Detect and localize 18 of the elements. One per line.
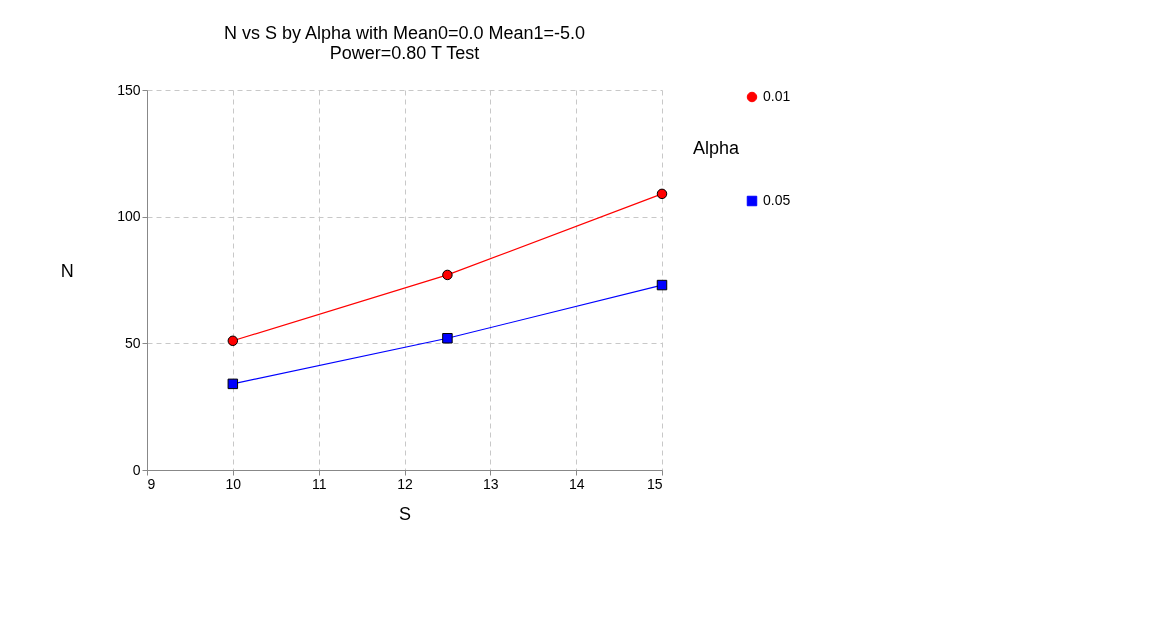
y-axis-title: N	[60, 260, 74, 281]
x-tick-label: 13	[483, 475, 499, 492]
chart-title: N vs S by Alpha with Mean0=0.0 Mean1=-5.0	[223, 23, 586, 43]
x-tick-label: 15	[646, 475, 663, 492]
x-axis-title: S	[398, 503, 412, 524]
x-tick-label: 12	[397, 475, 413, 492]
y-tick-label: 0	[132, 461, 141, 478]
y-tick-label: 50	[124, 334, 141, 351]
legend-label: 0.05	[763, 192, 791, 208]
x-tick-label: 9	[147, 475, 156, 492]
chart-subtitle: Power=0.80 T Test	[329, 43, 480, 63]
y-tick-label: 150	[117, 81, 141, 98]
x-tick-label: 10	[225, 475, 242, 492]
legend-title: Alpha	[693, 138, 741, 158]
x-tick-label: 14	[568, 475, 585, 492]
x-tick-label: 11	[311, 475, 327, 492]
legend-label: 0.01	[763, 88, 791, 104]
y-tick-label: 100	[117, 208, 141, 225]
